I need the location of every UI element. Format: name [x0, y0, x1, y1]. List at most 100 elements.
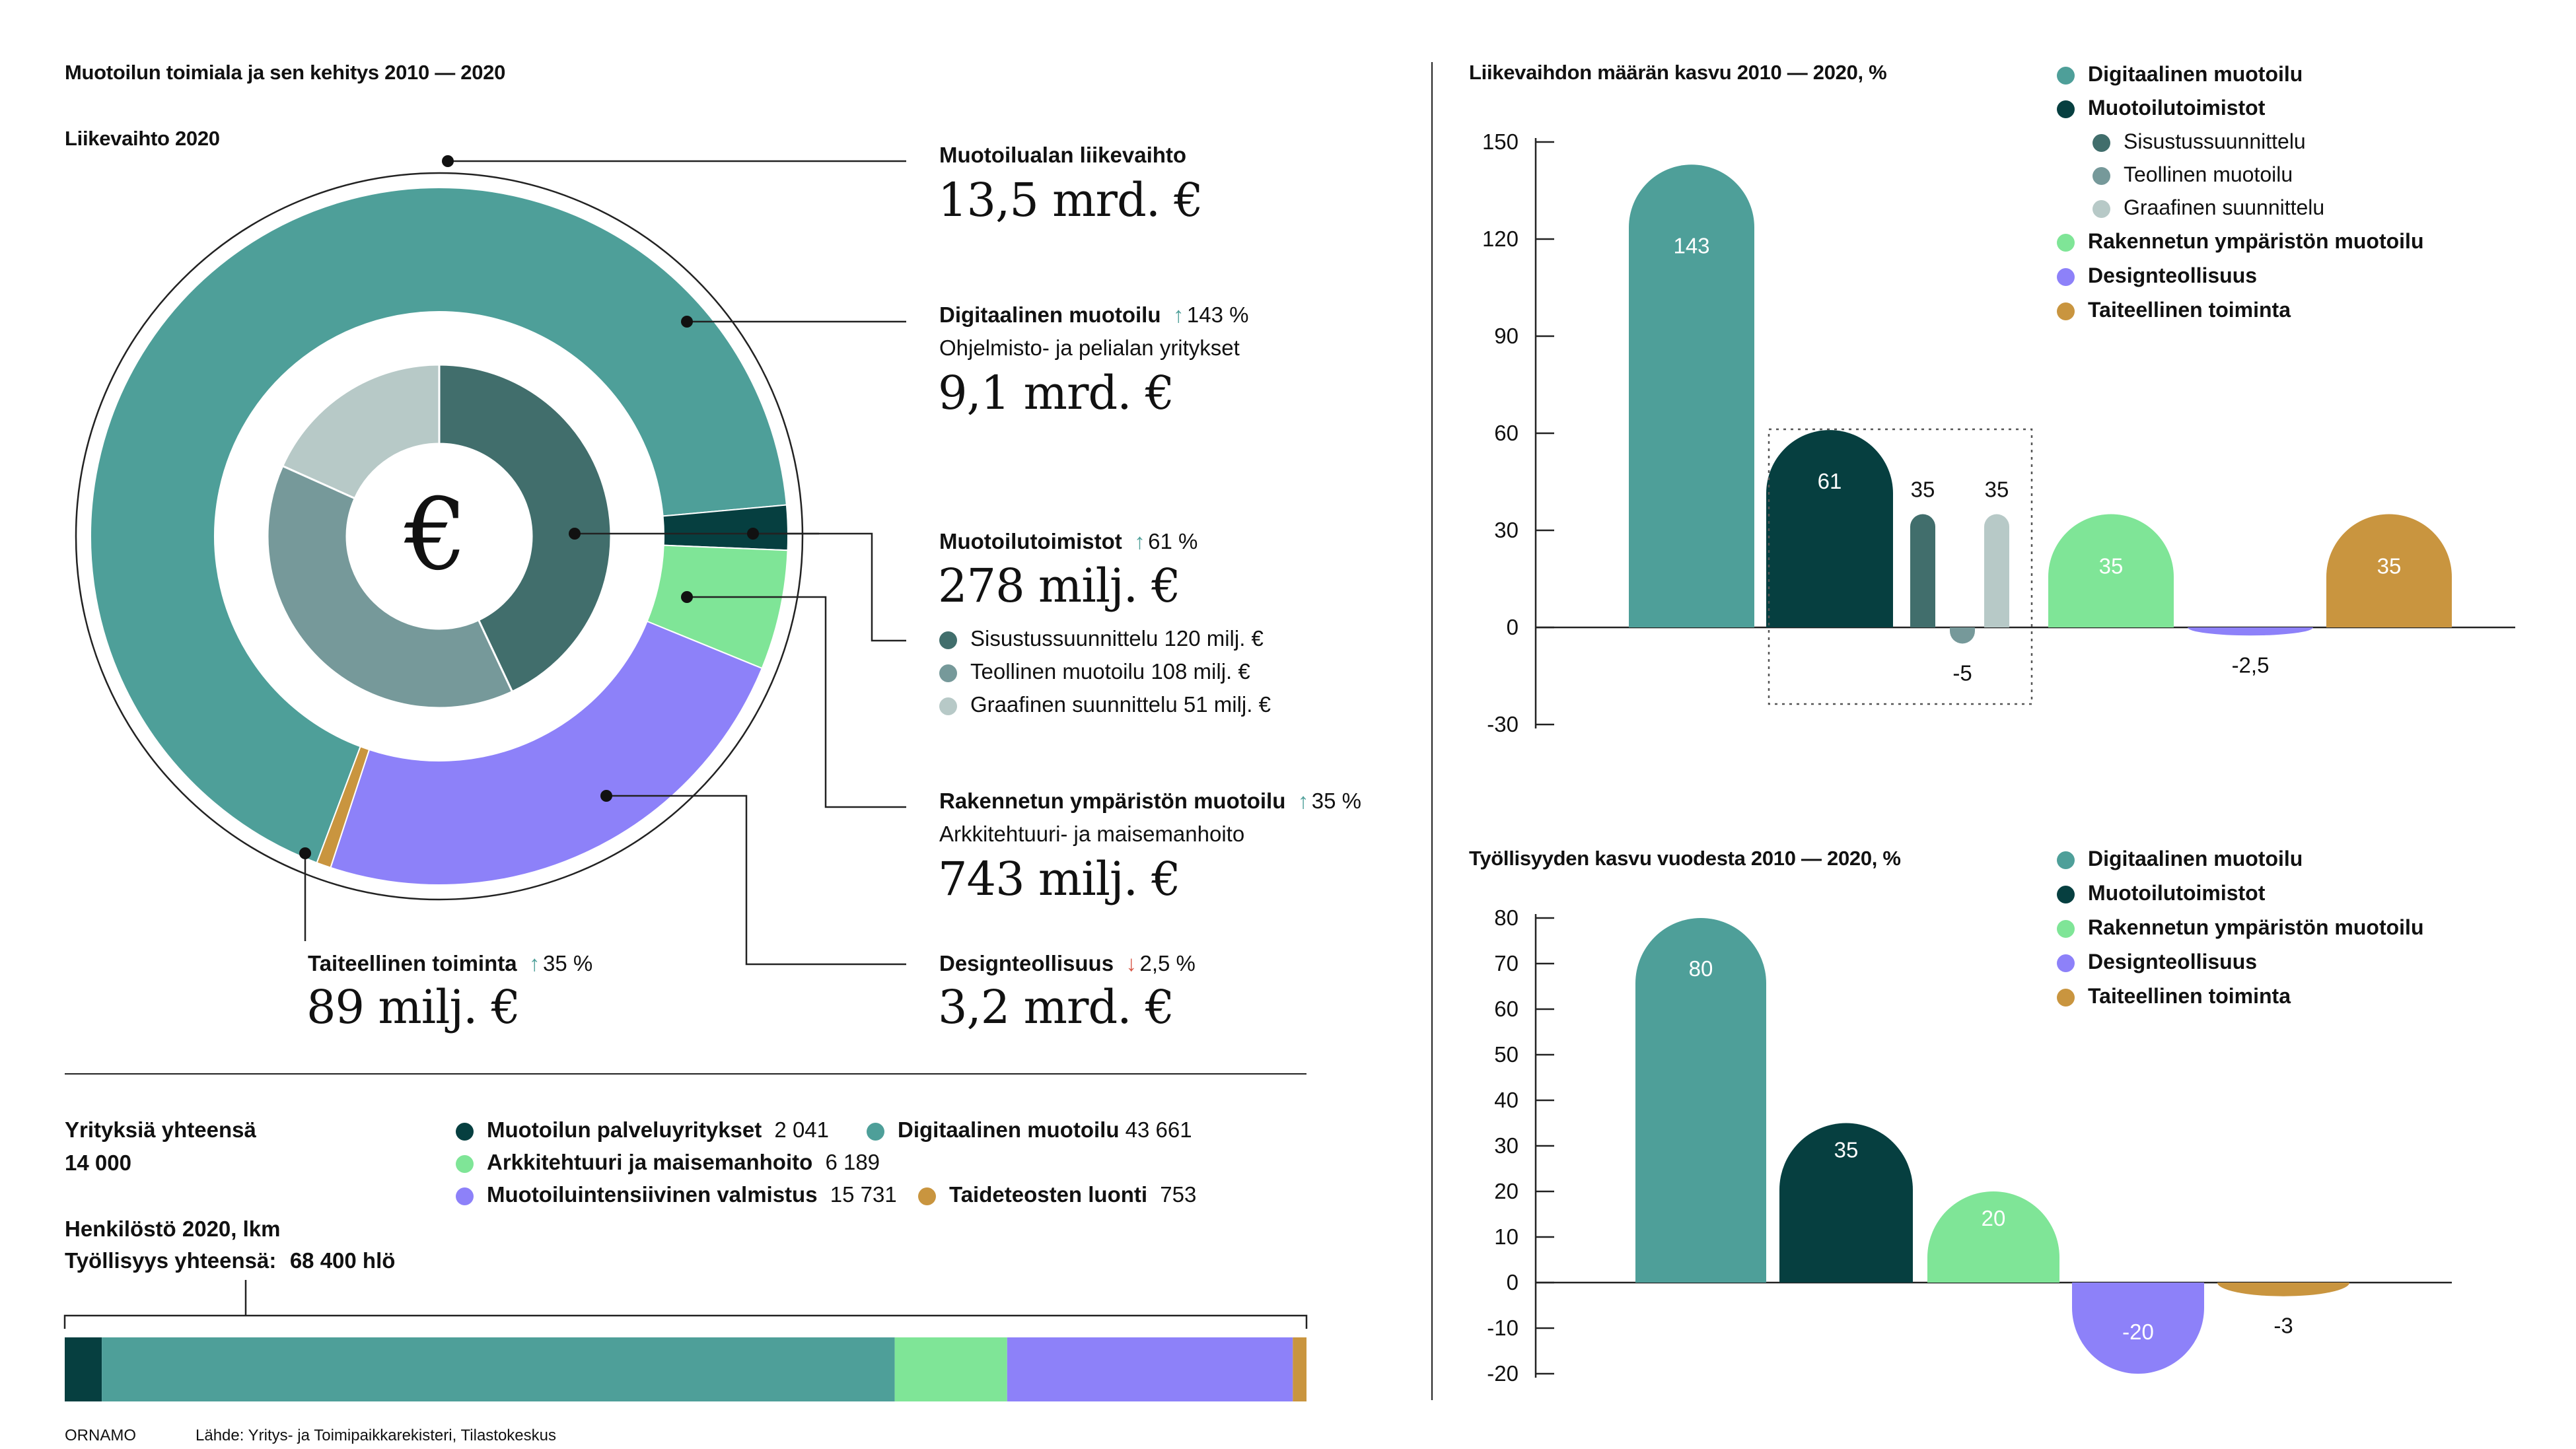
y-tick-label: 70	[1494, 951, 1519, 975]
page-title: Muotoilun toimiala ja sen kehitys 2010 —…	[65, 61, 506, 84]
digital-change: 143 %	[1186, 302, 1249, 327]
legend-name: Teollinen muotoilu	[2124, 162, 2293, 186]
legend-swatch	[918, 1187, 936, 1205]
dot-offices	[747, 528, 759, 540]
artistic-value: 89 milj. €	[306, 980, 520, 1034]
legend-swatch	[2057, 234, 2075, 252]
interior-swatch	[939, 631, 957, 649]
legend-value: 15 731	[830, 1182, 897, 1207]
bar-5	[2048, 514, 2174, 627]
footer-brand: ORNAMO	[65, 1427, 136, 1444]
legend-name: Taiteellinen toiminta	[2088, 298, 2291, 322]
legend-name: Muotoilutoimistot	[2088, 881, 2266, 905]
arrow-up-icon: ↑	[1134, 529, 1145, 553]
graphic-swatch	[939, 697, 957, 715]
chart1-legend-item: Graafinen suunnittelu	[2093, 195, 2324, 220]
offices-breakdown-item: Teollinen muotoilu 108 milj. €	[939, 659, 1250, 684]
connector-offices	[575, 532, 906, 642]
legend-name: Rakennetun ympäristön muotoilu	[2088, 915, 2424, 939]
chart2-legend-item: Rakennetun ympäristön muotoilu	[2057, 915, 2423, 940]
legend-name: Designteollisuus	[2088, 264, 2258, 287]
legend-value: 2 041	[774, 1117, 830, 1142]
offices-heading: Muotoilutoimistot ↑ 61 %	[939, 529, 1198, 554]
arrow-down-icon: ↓	[1126, 951, 1137, 975]
connector-industry	[606, 795, 906, 966]
outer-slice-digitaalinen-muotoilu	[90, 187, 787, 864]
legend-item: Arkkitehtuuri ja maisemanhoito 6 189	[456, 1150, 880, 1175]
y-tick-label: -30	[1487, 712, 1519, 736]
staff-bracket	[63, 1314, 1308, 1329]
legend-name: Arkkitehtuuri ja maisemanhoito	[487, 1150, 813, 1174]
offices-breakdown-item: Sisustussuunnittelu 120 milj. €	[939, 626, 1264, 651]
chart2-plot: 80 70 60 50 40 30 20 10 0 -10 -20 80 35 20 -20 -3	[1487, 905, 2452, 1386]
legend-swatch	[2057, 851, 2075, 870]
legend-item: Muotoilun palveluyritykset 2 041	[456, 1117, 829, 1143]
y-tick-label: 0	[1507, 615, 1519, 639]
bar-value-label: -3	[2273, 1314, 2293, 1338]
staff-total-value: 68 400 hlö	[289, 1248, 396, 1273]
legend-name: Digitaalinen muotoilu	[898, 1117, 1120, 1142]
legend-name: Digitaalinen muotoilu	[2088, 62, 2303, 86]
legend-swatch	[2093, 134, 2110, 153]
y-tick-label: 120	[1482, 227, 1519, 251]
chart1-legend-item: Muotoilutoimistot	[2057, 96, 2265, 120]
bar-0	[1635, 918, 1766, 1283]
legend-item: Muotoiluintensiivinen valmistus 15 731	[456, 1182, 897, 1207]
industry-value: 3,2 mrd. €	[938, 980, 1174, 1034]
staff-bar-architecture	[894, 1337, 1007, 1401]
legend-name: Muotoilun palveluyritykset	[487, 1117, 762, 1142]
legend-value: 753	[1160, 1182, 1197, 1207]
arrow-up-icon: ↑	[529, 951, 540, 975]
bar-1	[1779, 1123, 1913, 1283]
chart1-legend-item: Designteollisuus	[2057, 264, 2257, 288]
y-tick-label: 30	[1494, 1133, 1519, 1158]
y-tick-label: 10	[1494, 1224, 1519, 1249]
built-label: Rakennetun ympäristön muotoilu	[939, 789, 1286, 813]
bar-2	[1910, 514, 1935, 627]
legend-value: 6 189	[825, 1150, 880, 1174]
section-divider	[65, 1073, 1306, 1075]
y-tick-label: 0	[1507, 1270, 1519, 1294]
bar-value-label: 35	[2099, 554, 2124, 579]
legend-name: Digitaalinen muotoilu	[2088, 847, 2303, 870]
bar-value-label: 35	[1911, 477, 1935, 502]
staff-bar-digital	[102, 1337, 895, 1401]
chart2-legend-item: Designteollisuus	[2057, 950, 2257, 974]
companies-label: Yrityksiä yhteensä	[65, 1117, 256, 1142]
legend-name: Muotoiluintensiivinen valmistus	[487, 1182, 818, 1207]
chart1-plot: 150 120 90 60 30 0 -30 143 61 35 -5 35 35 -2,5 35	[1482, 129, 2515, 736]
dot-artistic	[299, 847, 311, 859]
legend-swatch	[2093, 200, 2110, 219]
built-change: 35 %	[1311, 789, 1361, 813]
y-tick-label: 50	[1494, 1042, 1519, 1067]
bar-4	[1984, 514, 2009, 627]
legend-swatch	[867, 1122, 884, 1141]
chart1-legend-item: Digitaalinen muotoilu	[2057, 62, 2303, 87]
legend-swatch	[2057, 67, 2075, 85]
legend-name: Designteollisuus	[2088, 950, 2258, 973]
digital-value: 9,1 mrd. €	[938, 366, 1174, 420]
chart1-legend-item: Rakennetun ympäristön muotoilu	[2057, 229, 2423, 254]
chart2-title: Työllisyyden kasvu vuodesta 2010 — 2020,…	[1469, 847, 1901, 870]
bar-3	[1950, 627, 1975, 644]
bar-value-label: 20	[1982, 1206, 2006, 1230]
bar-value-label: -20	[2122, 1320, 2154, 1344]
legend-swatch	[456, 1122, 474, 1141]
bar-value-label: 35	[1834, 1138, 1859, 1162]
staff-total-label: Työllisyys yhteensä:	[65, 1248, 277, 1273]
donut-center	[347, 444, 532, 629]
connector-built	[687, 596, 906, 808]
bar-1	[1766, 430, 1893, 627]
y-tick-label: -20	[1487, 1361, 1519, 1386]
bar-value-label: -5	[1952, 661, 1972, 686]
staff-bar-manufacturing	[1007, 1337, 1293, 1401]
industry-change: 2,5 %	[1139, 951, 1196, 975]
bar-4	[2217, 1283, 2349, 1296]
offices-change: 61 %	[1148, 529, 1198, 553]
industry-label: Designteollisuus	[939, 951, 1114, 975]
legend-name: Muotoilutoimistot	[2088, 96, 2266, 120]
dot-total	[442, 155, 454, 167]
